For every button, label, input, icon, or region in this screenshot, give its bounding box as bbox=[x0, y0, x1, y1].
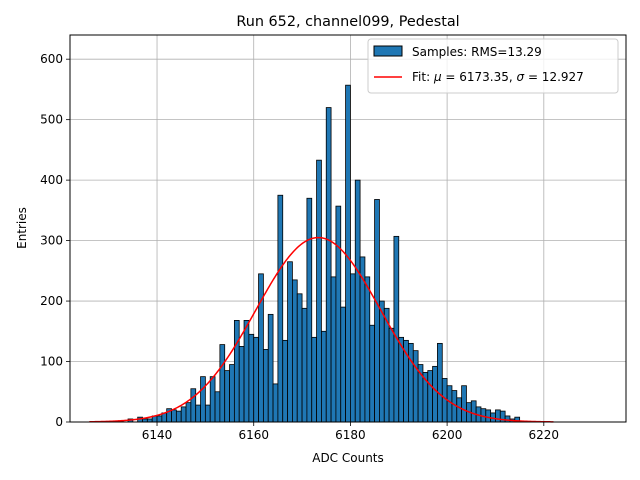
histogram-bar bbox=[185, 402, 192, 423]
histogram-bar bbox=[248, 333, 255, 423]
histogram-bar bbox=[408, 342, 414, 423]
histogram-bar bbox=[233, 320, 240, 423]
x-tick-label: 6160 bbox=[238, 428, 269, 442]
histogram-bar bbox=[296, 293, 303, 423]
x-tick-label: 6220 bbox=[529, 428, 560, 442]
histogram-bar bbox=[209, 376, 216, 423]
histogram-bar bbox=[398, 336, 405, 423]
histogram-bar bbox=[277, 194, 284, 423]
histogram-bar bbox=[379, 300, 385, 423]
histogram-bar bbox=[262, 349, 269, 423]
y-tick-label: 300 bbox=[40, 234, 63, 248]
histogram-bar bbox=[470, 400, 477, 423]
histogram-bar bbox=[340, 306, 346, 423]
histogram-bar bbox=[412, 350, 419, 423]
histogram-bar bbox=[495, 409, 501, 423]
x-tick-label: 6200 bbox=[432, 428, 463, 442]
histogram-bar bbox=[190, 388, 197, 423]
histogram-bar bbox=[229, 364, 235, 423]
x-tick-label: 6180 bbox=[335, 428, 366, 442]
y-tick-label: 600 bbox=[40, 52, 63, 66]
x-axis-ticks: 6140 6160 6180 6200 6220 bbox=[142, 422, 559, 442]
y-tick-label: 100 bbox=[40, 355, 63, 369]
histogram-bar bbox=[437, 342, 443, 423]
histogram-bar bbox=[393, 235, 400, 423]
histogram-bar bbox=[219, 344, 226, 423]
histogram-bar bbox=[345, 84, 351, 423]
histogram-bar bbox=[291, 279, 298, 423]
histogram-bar bbox=[175, 410, 182, 423]
legend-box bbox=[367, 38, 619, 94]
histogram-bar bbox=[287, 261, 293, 423]
histogram-bar bbox=[383, 307, 390, 423]
histogram-bar bbox=[301, 307, 308, 423]
y-tick-label: 200 bbox=[40, 294, 63, 308]
legend-samples-swatch bbox=[373, 45, 403, 57]
histogram-bar bbox=[325, 107, 332, 423]
histogram-bar bbox=[214, 391, 221, 423]
histogram-bar bbox=[267, 313, 274, 423]
fit-curve bbox=[89, 236, 554, 423]
histogram-bar bbox=[282, 339, 288, 423]
histogram-bar bbox=[204, 404, 211, 423]
histogram-bar bbox=[432, 365, 438, 423]
histogram-bar bbox=[374, 199, 380, 423]
y-tick-label: 0 bbox=[55, 415, 63, 429]
histogram-bar bbox=[364, 276, 371, 423]
histogram-bar bbox=[369, 324, 375, 423]
x-axis-label: ADC Counts bbox=[312, 451, 384, 465]
histogram-bar bbox=[485, 409, 492, 423]
histogram-bar bbox=[311, 336, 317, 423]
histogram-bar bbox=[504, 415, 511, 423]
histogram-bar bbox=[388, 327, 395, 423]
histogram-bar bbox=[180, 406, 187, 423]
histogram-bar bbox=[171, 409, 177, 423]
legend-fit-label: Fit: μ = 6173.35, σ = 12.927 bbox=[412, 70, 584, 84]
histogram-bar bbox=[306, 197, 313, 423]
legend-samples-label: Samples: RMS=13.29 bbox=[412, 45, 542, 59]
histogram-bar bbox=[253, 336, 259, 423]
histogram-bar bbox=[316, 159, 322, 423]
histogram-bar bbox=[461, 385, 467, 423]
histogram-bar bbox=[156, 415, 163, 423]
histogram-bar bbox=[335, 205, 342, 423]
histogram-bar bbox=[350, 273, 356, 423]
plot-frame bbox=[69, 34, 627, 423]
histogram-bar bbox=[446, 385, 453, 423]
histogram-bar bbox=[238, 346, 245, 423]
histogram-bar bbox=[330, 276, 337, 423]
chart-title: Run 652, channel099, Pedestal bbox=[236, 14, 459, 30]
x-tick-label: 6140 bbox=[142, 428, 173, 442]
histogram-bar bbox=[427, 370, 434, 423]
histogram-bars bbox=[117, 84, 521, 423]
y-tick-label: 400 bbox=[40, 173, 63, 187]
histogram-bar bbox=[258, 273, 264, 423]
y-axis-ticks: 0 100 200 300 400 500 600 bbox=[40, 52, 70, 429]
histogram-bar bbox=[354, 179, 361, 423]
histogram-bar bbox=[224, 370, 230, 423]
histogram-bar bbox=[272, 383, 279, 423]
histogram-bar bbox=[456, 397, 463, 423]
histogram-bar bbox=[195, 404, 201, 423]
legend: Samples: RMS=13.29 Fit: μ = 6173.35, σ =… bbox=[367, 38, 619, 94]
y-tick-label: 500 bbox=[40, 113, 63, 127]
histogram-bar bbox=[200, 376, 206, 423]
histogram-bar bbox=[321, 330, 327, 423]
y-axis-label: Entries bbox=[15, 207, 29, 249]
histogram-bar bbox=[243, 320, 250, 423]
